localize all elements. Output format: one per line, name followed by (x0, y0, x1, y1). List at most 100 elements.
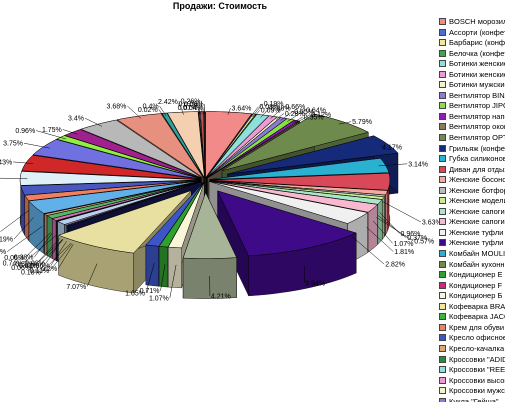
slice-data-label: 0.12% (311, 112, 331, 119)
slice-data-label: 2.82% (385, 262, 405, 269)
legend-item: Кроссовки высокие (439, 376, 505, 387)
legend-label: Белочка (конфеты) (449, 48, 505, 58)
slice-data-label: 0.86% (30, 263, 50, 270)
label-leader-line (57, 244, 74, 269)
legend-swatch (439, 102, 446, 110)
label-leader-line (260, 107, 270, 118)
pie-slice (57, 190, 192, 254)
slice-data-label: 0.96% (401, 231, 421, 238)
legend-item: Женские модели (439, 196, 505, 207)
slice-data-label: 0.96% (15, 128, 35, 135)
legend-item: Белочка (конфеты) (439, 49, 505, 60)
legend-swatch (439, 344, 446, 352)
slice-data-label: 0.57% (414, 239, 434, 246)
slice-data-label: 0.51% (15, 261, 35, 268)
label-leader-line (366, 227, 394, 252)
label-leader-line (378, 163, 408, 167)
legend-item: Кондиционер Б (439, 291, 505, 302)
legend-item: Кроссовки "ADIDAS" (439, 355, 505, 366)
label-leader-line (86, 263, 98, 287)
slice-data-label: 1.75% (42, 127, 62, 134)
legend-swatch (439, 397, 446, 402)
legend-label: Кукла "Гейша" (449, 396, 499, 402)
label-leader-line (84, 117, 103, 127)
legend-label: Ассорти (конфеты) (449, 27, 505, 37)
slice-data-label: 0.04% (183, 105, 203, 112)
label-leader-line (49, 243, 73, 271)
slice-data-label: 0.66% (285, 104, 305, 111)
legend-item: Женские сапоги (439, 207, 505, 218)
slice-data-label: 0.26% (181, 98, 201, 105)
pie-slice-side (145, 244, 159, 287)
legend-label: Вентилятор напольный (449, 111, 505, 121)
legend-label: Крем для обуви (449, 322, 505, 332)
legend-label: Кофеварка BRAUN (449, 301, 505, 311)
legend-item: Женские туфли (439, 238, 505, 249)
legend-label: Кресло офисное (449, 333, 505, 343)
legend-item: Ботинки женские (439, 70, 505, 81)
slice-data-label: 9.94% (305, 280, 325, 287)
legend-label: Ботинки женские (449, 69, 505, 79)
label-leader-line (62, 129, 78, 135)
legend-item: Кроссовки "REEBOK" (439, 365, 505, 376)
legend-label: Грильяж (конфеты) (449, 143, 505, 153)
legend-item: Крем для обуви (439, 323, 505, 334)
legend-swatch (439, 281, 446, 289)
legend-label: Комбайн кухонный (449, 259, 505, 269)
legend-label: Женские сапоги (449, 206, 505, 216)
label-leader-line (252, 103, 263, 117)
label-leader-line (34, 233, 53, 258)
legend-item: Кроссовки мужские (439, 386, 505, 397)
legend-label: Кроссовки "ADIDAS" (449, 354, 505, 364)
legend-label: Кресло-качалка (449, 343, 505, 353)
slice-data-label: 4.17% (382, 144, 402, 151)
slice-data-label: 3.14% (408, 161, 428, 168)
legend-item: Барбарис (конфеты) (439, 38, 505, 49)
label-leader-line (377, 215, 407, 238)
legend-swatch (439, 250, 446, 258)
legend-label: Кондиционер F (449, 280, 503, 290)
legend-swatch (439, 292, 446, 300)
legend-label: Кофеварка JACOBS (449, 312, 505, 322)
pie-slice (209, 180, 379, 213)
label-leader-line (382, 201, 422, 223)
label-leader-line (36, 237, 61, 265)
slice-data-label: 0.28% (285, 111, 305, 118)
slice-data-label: 0.98% (271, 105, 291, 112)
label-leader-line (6, 226, 43, 252)
slice-data-label: 0.19% (264, 101, 284, 108)
legend-swatch (439, 313, 446, 321)
legend-swatch (439, 70, 446, 78)
legend-label: Губка силиконовая (449, 154, 505, 164)
legend-label: Ботинки женские (449, 59, 505, 69)
slice-data-label: 0.08% (25, 261, 45, 268)
pie-slice-side (24, 194, 29, 242)
slice-data-label: 0.07% (178, 102, 198, 109)
pie-slice-side (44, 213, 48, 256)
legend-label: BOSCH морозильник (449, 17, 505, 26)
label-leader-line (280, 111, 294, 121)
label-leader-line (23, 235, 56, 264)
label-leader-line (158, 109, 164, 117)
legend-label: Женские ботфорты (449, 185, 505, 195)
slice-data-label: 0.74% (3, 260, 23, 267)
slice-data-label: 0.55% (294, 109, 314, 116)
legend-swatch (439, 197, 446, 205)
pie-slice (227, 135, 399, 175)
legend-item: Женские туфли (439, 228, 505, 239)
label-leader-line (295, 114, 311, 124)
legend-swatch (439, 176, 446, 184)
legend-item: Вентилятор напольный (439, 112, 505, 123)
legend-swatch (439, 271, 446, 279)
legend-label: Комбайн MOULINEX (449, 249, 505, 259)
legend-swatch (439, 18, 446, 25)
pie-slice (209, 172, 391, 191)
slice-data-label: 0.06% (11, 265, 31, 272)
slice-data-label: 0.35% (304, 114, 324, 121)
label-leader-line (159, 105, 167, 116)
slice-data-label: 4.21% (211, 293, 231, 300)
pie-slice (145, 182, 204, 247)
legend-swatch (439, 112, 446, 120)
legend-swatch (439, 376, 446, 384)
label-leader-line (13, 161, 33, 164)
